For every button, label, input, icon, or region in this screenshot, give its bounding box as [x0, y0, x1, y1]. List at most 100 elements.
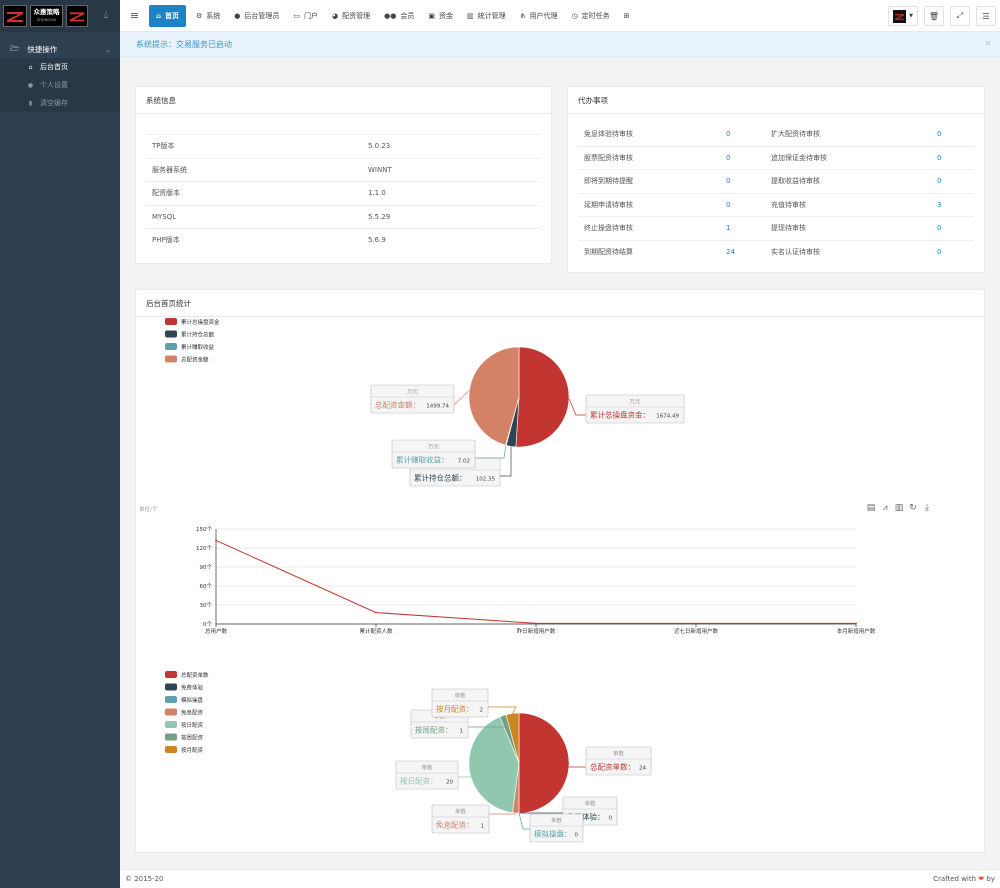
todo-count-link[interactable]: 0 [937, 129, 942, 138]
menu-toggle-icon[interactable]: ≡ [129, 9, 140, 22]
info-value: WINNT [368, 165, 392, 174]
label-name: 免费体验： [567, 812, 605, 822]
money-icon: ▣ [428, 11, 435, 20]
todo-label: 到期配资待结算 [584, 247, 633, 256]
todo-count-link[interactable]: 24 [726, 247, 735, 256]
todo-count-link[interactable]: 3 [937, 200, 942, 209]
y-tick-label: 0个 [203, 621, 212, 628]
label-connector [518, 812, 530, 830]
panel-title: 后台首页统计 [136, 290, 984, 317]
todo-count-link[interactable]: 0 [726, 200, 731, 209]
label-name: 累计赚取收益： [396, 455, 449, 465]
system-info-table: TP版本 5.0.23 服务器系统 WINNT 配资版本 1.1.0 MYSQL 5.5… [146, 134, 541, 252]
label-box [431, 804, 490, 834]
todo-label: 扩大配资待审核 [771, 129, 820, 138]
legend-label: 模拟操盘 [181, 696, 204, 704]
todo-label: 提现待审核 [771, 224, 806, 233]
legend-swatch [165, 330, 177, 338]
bar-switch-icon[interactable]: ▥ [895, 503, 904, 513]
tab-scheduled-tasks[interactable]: ◷ 定时任务 [564, 5, 616, 27]
sidebar-item-clear-cache[interactable]: ▮ 清空缓存 [0, 94, 120, 112]
tab-members[interactable]: ●● 会员 [377, 5, 421, 27]
line-switch-icon[interactable]: ⩘ [882, 503, 887, 513]
tab-allocation[interactable]: ◕ 配资管理 [325, 5, 377, 27]
chevron-down-icon: ⌄ [105, 45, 111, 54]
trash-icon: 🗑︎ [928, 11, 940, 21]
sitemap-icon: ⋔ [519, 11, 526, 20]
table-row: 即将到期待提醒 0 提取收益待审核 0 [578, 169, 974, 193]
tab-admins[interactable]: ● 后台管理员 [227, 5, 286, 27]
panel-title: 代办事项 [568, 87, 984, 114]
todo-count-link[interactable]: 0 [937, 224, 942, 233]
table-row: 到期配资待结算 24 实名认证待审核 0 [578, 239, 974, 264]
label-unit: 单数 [455, 808, 467, 816]
pie-slice [468, 346, 520, 446]
sidebar-item-home[interactable]: ⌂ 后台首页 [0, 58, 120, 76]
legend-swatch [165, 733, 177, 741]
label-value: 102.35 [476, 477, 496, 483]
label-connector [500, 446, 512, 477]
close-icon[interactable]: × [984, 39, 992, 49]
todo-count-link[interactable]: 1 [726, 224, 731, 233]
todo-table: 免息体验待审核 0 扩大配资待审核 0 股票配资待审核 0 追加保证金待审核 0 即将到期待… [578, 122, 974, 263]
y-tick-label: 60个 [200, 583, 213, 590]
top-nav: ⌂ 首页 ⚙ 系统 ● 后台管理员 ▭ 门户 ◕ 配资管理 ●● 会员 ▣ 资金 ▥ 统计管理 … [149, 0, 636, 32]
user-menu-button[interactable]: ▼ [888, 6, 918, 26]
tab-more[interactable]: ⊞ [617, 5, 637, 27]
label-name: 总配资单数： [590, 762, 635, 772]
info-key: PHP版本 [152, 236, 180, 245]
todo-count-link[interactable]: 0 [726, 177, 731, 186]
todo-panel: 代办事项 免息体验待审核 0 扩大配资待审核 0 股票配资待审核 0 追加保证金待审核 0 … [567, 86, 985, 273]
label-connector [568, 398, 586, 416]
label-unit: 单数 [584, 800, 596, 808]
tab-label: 会员 [400, 11, 415, 20]
brand-logo: 众惠策略 ZHONGHUI [30, 5, 63, 27]
sidebar-group-title[interactable]: 🗁 快捷操作 ⌄ [0, 41, 120, 58]
legend-swatch [165, 683, 177, 691]
tab-label: 资金 [438, 11, 453, 20]
tab-portal[interactable]: ▭ 门户 [286, 5, 325, 27]
tab-funds[interactable]: ▣ 资金 [421, 5, 460, 27]
restore-icon[interactable]: ↻ [909, 503, 917, 513]
todo-count-link[interactable]: 0 [937, 153, 942, 162]
by-text: by [986, 875, 995, 883]
label-value: 24 [639, 766, 646, 772]
info-key: MYSQL [152, 212, 177, 221]
trash-icon: ▮ [28, 99, 33, 107]
x-tick-label: 近七日新增用户数 [674, 627, 719, 635]
todo-count-link[interactable]: 0 [937, 177, 942, 186]
todo-count-link[interactable]: 0 [726, 153, 731, 162]
label-connector [468, 715, 509, 728]
label-value: 7.02 [458, 459, 470, 465]
table-row: 延期申请待审核 0 充值待审核 3 [578, 192, 974, 217]
table-row: MYSQL 5.5.29 [146, 204, 541, 229]
sidebar-item-profile[interactable]: ● 个人设置 [0, 76, 120, 94]
heart-icon: ❤ [978, 875, 985, 883]
label-box [431, 688, 489, 718]
clear-cache-button[interactable]: 🗑︎ [924, 6, 944, 26]
tab-agents[interactable]: ⋔ 用户代理 [513, 5, 565, 27]
label-box [529, 813, 584, 843]
droplet-icon[interactable]: 💧︎ [104, 10, 108, 21]
label-name: 总配资金额： [375, 400, 420, 410]
save-image-icon[interactable]: ⤓ [925, 503, 929, 513]
table-row: 配资版本 1.1.0 [146, 181, 541, 205]
brand-name: 众惠策略 [33, 8, 60, 16]
tab-home[interactable]: ⌂ 首页 [149, 4, 187, 27]
tab-statistics[interactable]: ▥ 统计管理 [460, 5, 513, 27]
todo-label: 实名认证待审核 [771, 247, 820, 256]
right-sidebar-toggle[interactable]: ☰ [976, 6, 996, 26]
legend-label: 按周配资 [181, 734, 204, 742]
expand-icon: ⤢ [956, 11, 964, 20]
label-name: 模拟操盘： [534, 829, 572, 839]
todo-count-link[interactable]: 0 [937, 247, 942, 256]
fullscreen-button[interactable]: ⤢ [950, 6, 970, 26]
tab-system[interactable]: ⚙ 系统 [189, 5, 227, 27]
copyright: © 2015-20 [125, 875, 164, 883]
gear-icon: ⚙ [196, 11, 203, 20]
todo-count-link[interactable]: 0 [726, 129, 731, 138]
data-view-icon[interactable]: ▤ [867, 503, 876, 513]
label-connector [475, 445, 507, 459]
todo-label: 终止操盘待审核 [584, 224, 633, 233]
table-row: TP版本 5.0.23 [146, 134, 541, 158]
